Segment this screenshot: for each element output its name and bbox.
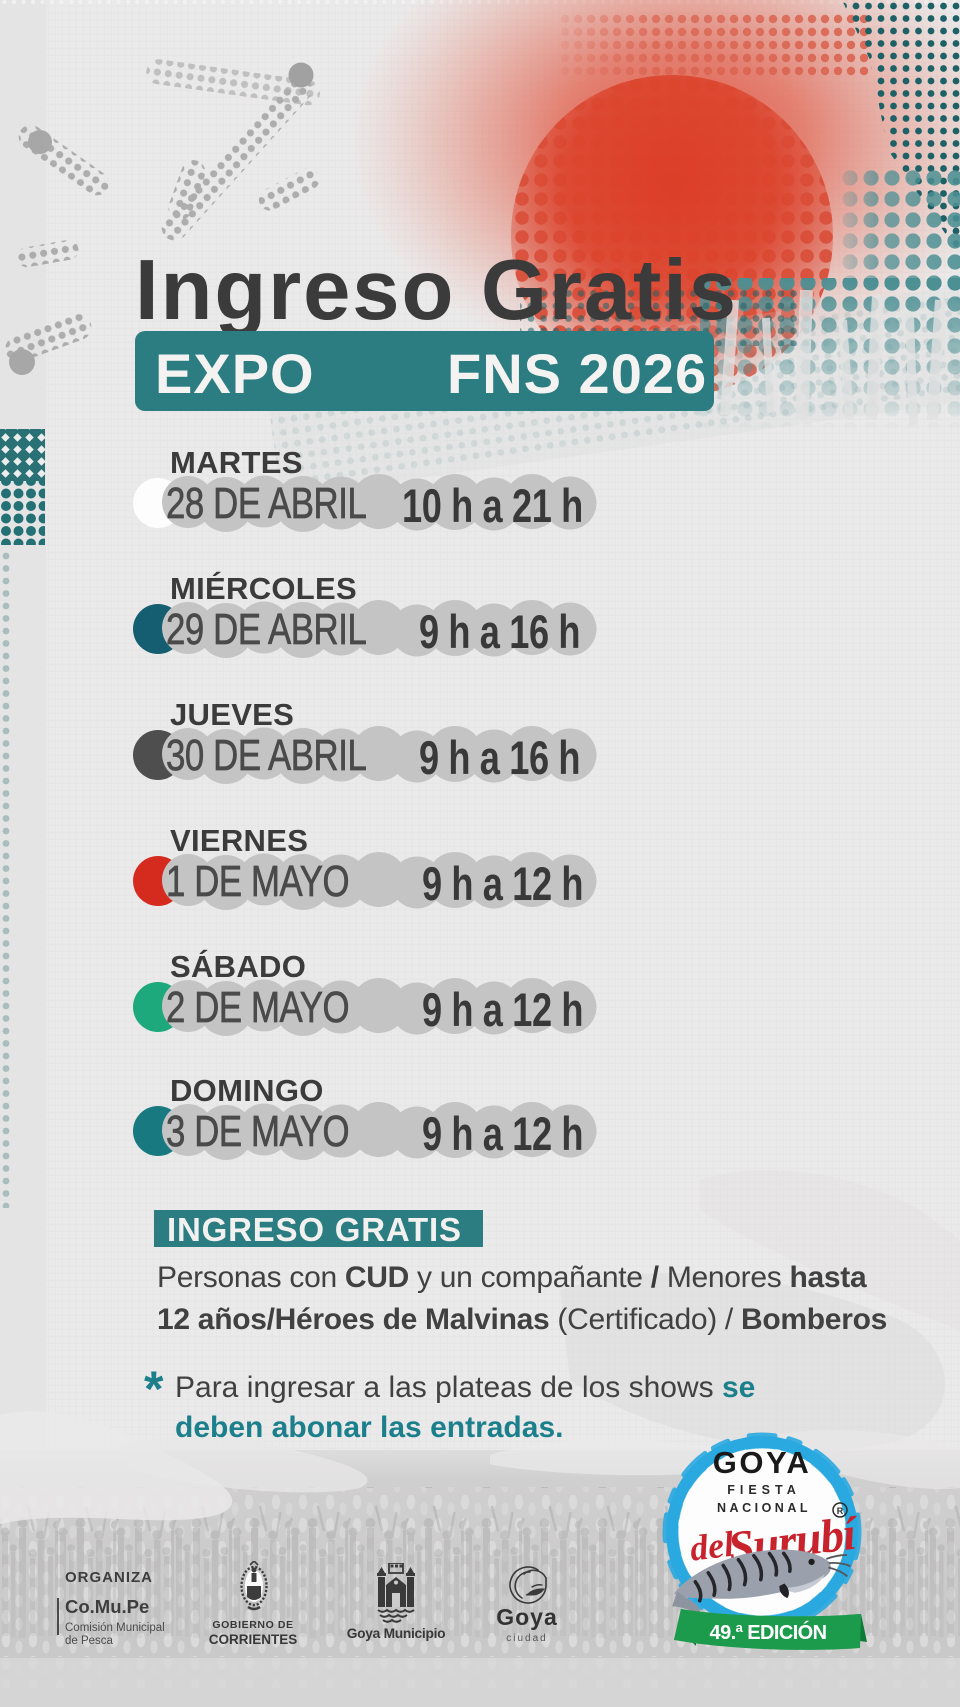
svg-text:GOYA: GOYA: [713, 1445, 811, 1480]
svg-text:R: R: [837, 1506, 844, 1516]
svg-text:FIESTA: FIESTA: [727, 1483, 801, 1497]
svg-text:49.ª EDICIÓN: 49.ª EDICIÓN: [710, 1620, 827, 1644]
svg-text:NACIONAL: NACIONAL: [717, 1501, 811, 1515]
